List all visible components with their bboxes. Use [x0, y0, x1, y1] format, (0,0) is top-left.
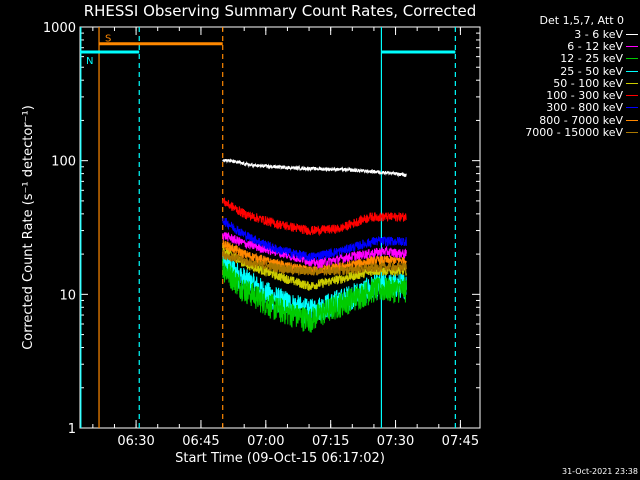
flag-label: N [86, 56, 93, 67]
y-axis-label: Corrected Count Rate (s⁻¹ detector⁻¹) [21, 105, 36, 350]
legend-swatch [626, 132, 638, 134]
series-line [222, 244, 407, 291]
plot-frame [79, 26, 481, 429]
legend-swatch [626, 33, 638, 35]
y-tick-label: 100 [51, 155, 76, 170]
legend-swatch [626, 82, 638, 84]
legend-swatch [626, 107, 638, 109]
legend-entry: 3 - 6 keV [486, 27, 638, 41]
legend-entry: 50 - 100 keV [486, 76, 638, 90]
series-line [222, 258, 407, 333]
series-line [222, 197, 407, 237]
x-axis-label: Start Time (09-Oct-15 06:17:02) [175, 451, 385, 466]
legend-entry-label: 50 - 100 keV [553, 76, 623, 90]
legend-entry-label: 25 - 50 keV [560, 64, 623, 78]
y-tick-label: 1000 [43, 21, 76, 36]
chart-title: RHESSI Observing Summary Count Rates, Co… [83, 2, 477, 20]
legend-entry-label: 7000 - 15000 keV [525, 126, 623, 140]
x-tick-label: 07:00 [247, 434, 284, 449]
y-tick-label: 1 [68, 422, 76, 437]
legend-swatch [626, 95, 638, 97]
series-line [222, 158, 407, 178]
x-tick-label: 07:15 [312, 434, 349, 449]
legend-swatch [626, 70, 638, 72]
legend-entry: 12 - 25 keV [486, 52, 638, 66]
x-tick-label: 06:30 [117, 434, 154, 449]
legend-entry: 800 - 7000 keV [486, 113, 638, 127]
legend-entry-label: 12 - 25 keV [560, 52, 623, 66]
x-tick-label: 06:45 [182, 434, 219, 449]
legend-entry: 300 - 800 keV [486, 101, 638, 115]
legend-header: Det 1,5,7, Att 0 [539, 14, 624, 27]
legend-entry-label: 300 - 800 keV [546, 101, 623, 115]
x-tick-label: 07:30 [377, 434, 414, 449]
legend-entry-label: 3 - 6 keV [574, 27, 623, 41]
legend-entry: 25 - 50 keV [486, 64, 638, 78]
legend-entry: 100 - 300 keV [486, 89, 638, 103]
y-tick-label: 10 [59, 288, 76, 303]
legend-swatch [626, 58, 638, 60]
legend-entry: 6 - 12 keV [486, 39, 638, 53]
legend-entry: 7000 - 15000 keV [486, 126, 638, 140]
series-line [222, 249, 407, 277]
legend: Det 1,5,7, Att 0 3 - 6 keV 6 - 12 keV 12 -… [486, 14, 638, 139]
x-tick-label: 07:45 [442, 434, 479, 449]
legend-entry-label: 100 - 300 keV [546, 89, 623, 103]
legend-entry-label: 6 - 12 keV [567, 39, 623, 53]
legend-swatch [626, 119, 638, 121]
series-line [222, 217, 407, 262]
legend-swatch [626, 45, 638, 47]
legend-entry-label: 800 - 7000 keV [539, 113, 623, 127]
flag-label: S [105, 34, 111, 45]
render-timestamp: 31-Oct-2021 23:38 [562, 467, 638, 476]
